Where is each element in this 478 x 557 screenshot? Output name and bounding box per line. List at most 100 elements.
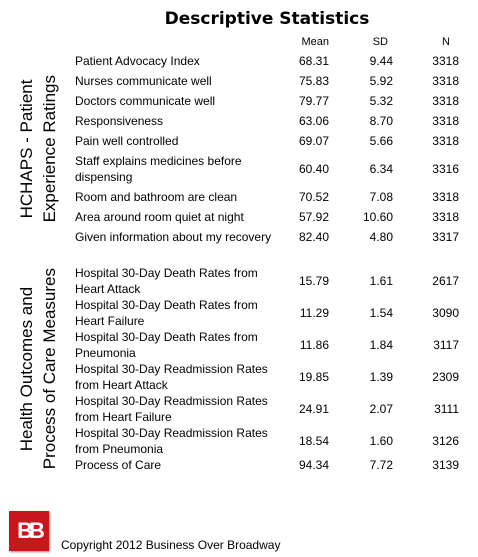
cell: 3090	[432, 306, 459, 320]
cell: 11.29	[299, 306, 329, 320]
cell: 3139	[432, 458, 459, 472]
table-row: Hospital 30-Day Death Rates from Heart F…	[75, 297, 459, 329]
cell: 57.92	[298, 210, 329, 224]
cell: 60.40	[298, 162, 329, 176]
row-label: Hospital 30-Day Death Rates from Heart A…	[75, 266, 258, 296]
table-row: Area around room quiet at night 57.92 10.6…	[75, 207, 459, 227]
cell: 10.60	[362, 210, 393, 224]
cell: 11.86	[299, 338, 329, 352]
row-label: Pain well controlled	[75, 134, 179, 148]
rows: Hospital 30-Day Death Rates from Heart A…	[75, 265, 459, 473]
cell: 1.39	[369, 370, 393, 384]
footer: Copyright 2012 Business Over Broadway	[61, 538, 281, 552]
logo: BB	[9, 511, 49, 551]
table-row: Process of Care 94.34 7.72 3139	[75, 457, 459, 473]
cell: 3117	[433, 338, 459, 352]
row-label: Nurses communicate well	[75, 74, 212, 88]
table-row: Doctors communicate well 79.77 5.32 3318	[75, 91, 459, 111]
cell: 3126	[432, 434, 459, 448]
cell: 2617	[432, 274, 459, 288]
rows: Patient Advocacy Index 68.31 9.44 3318 Nurse…	[75, 51, 459, 247]
cell: 69.07	[298, 134, 329, 148]
row-label: Hospital 30-Day Readmission Rates from H…	[75, 394, 268, 424]
cell: 3318	[432, 210, 459, 224]
cell: 79.77	[298, 94, 329, 108]
table-row: Hospital 30-Day Readmission Rates from H…	[75, 361, 459, 393]
row-label: Hospital 30-Day Readmission Rates from H…	[75, 362, 268, 392]
cell: 82.40	[298, 230, 329, 244]
cell: 7.72	[369, 458, 393, 472]
group-label-line: Health Outcomes and	[16, 286, 36, 452]
group-label-text: Health Outcomes and Process of Care Measu…	[15, 268, 61, 469]
cell: 3318	[432, 54, 459, 68]
cell: 5.66	[369, 134, 393, 148]
cell: 15.79	[298, 274, 329, 288]
cell: 19.85	[298, 370, 329, 384]
cell: 3317	[432, 230, 459, 244]
cell: 70.52	[298, 190, 329, 204]
table-row: Hospital 30-Day Readmission Rates from H…	[75, 393, 459, 425]
table-row: Pain well controlled 69.07 5.66 3318	[75, 131, 459, 151]
row-label: Staff explains medicines before dispensi…	[75, 154, 242, 184]
table-row: Nurses communicate well 75.83 5.92 3318	[75, 71, 459, 91]
cell: 1.84	[369, 338, 393, 352]
table-row: Room and bathroom are clean 70.52 7.08 3318	[75, 187, 459, 207]
row-label: Doctors communicate well	[75, 94, 216, 108]
cell: 3316	[432, 162, 459, 176]
row-label: Room and bathroom are clean	[75, 190, 238, 204]
row-label: Patient Advocacy Index	[75, 54, 200, 68]
cell: 6.34	[369, 162, 393, 176]
table-row: Responsiveness 63.06 8.70 3318	[75, 111, 459, 131]
cell: 3318	[432, 134, 459, 148]
table-row: Hospital 30-Day Death Rates from Heart A…	[75, 265, 459, 297]
group-label-line: Experience Ratings	[39, 75, 59, 223]
cell: 1.54	[369, 306, 393, 320]
cell: 5.92	[369, 74, 393, 88]
row-label: Given information about my recovery	[75, 230, 272, 244]
cell: 68.31	[298, 54, 329, 68]
cell: 2.07	[369, 402, 393, 416]
cell: 3318	[432, 74, 459, 88]
cell: 1.60	[369, 434, 393, 448]
cell: 94.34	[298, 458, 329, 472]
title: Descriptive Statistics	[164, 9, 370, 29]
cell: 7.08	[369, 190, 393, 204]
cell: 9.44	[369, 54, 393, 68]
row-label: Area around room quiet at night	[75, 210, 244, 224]
cell: 3318	[432, 114, 459, 128]
cell: 63.06	[298, 114, 329, 128]
row-group: HCHAPS - Patient Experience Ratings Patien…	[0, 51, 478, 247]
row-label: Process of Care	[75, 458, 162, 472]
group-label-line: Process of Care Measures	[39, 268, 59, 470]
group-label: Health Outcomes and Process of Care Measu…	[0, 265, 75, 473]
column-headers: Mean SD N	[290, 36, 459, 48]
group-label-text: HCHAPS - Patient Experience Ratings	[15, 75, 61, 222]
row-label: Hospital 30-Day Readmission Rates from P…	[75, 426, 268, 456]
group-label: HCHAPS - Patient Experience Ratings	[0, 51, 75, 247]
cell: 1.61	[369, 274, 393, 288]
cell: 75.83	[298, 74, 329, 88]
cell: 8.70	[369, 114, 393, 128]
table-row: Given information about my recovery 82.40…	[75, 227, 459, 247]
column-header: SD	[372, 36, 388, 48]
cell: 3111	[434, 402, 459, 416]
cell: 5.32	[369, 94, 393, 108]
column-header: N	[442, 36, 450, 48]
row-label: Responsiveness	[75, 114, 164, 128]
cell: 18.54	[298, 434, 329, 448]
group-label-line: HCHAPS - Patient	[16, 79, 36, 219]
cell: 3318	[432, 190, 459, 204]
row-label: Hospital 30-Day Death Rates from Pneumon…	[75, 330, 258, 360]
cell: 4.80	[369, 230, 393, 244]
column-header: Mean	[301, 36, 329, 48]
table-row: Hospital 30-Day Death Rates from Pneumon…	[75, 329, 459, 361]
cell: 24.91	[298, 402, 329, 416]
table-row: Patient Advocacy Index 68.31 9.44 3318	[75, 51, 459, 71]
cell: 2309	[432, 370, 459, 384]
table-row: Hospital 30-Day Readmission Rates from P…	[75, 425, 459, 457]
row-label: Hospital 30-Day Death Rates from Heart F…	[75, 298, 258, 328]
cell: 3318	[432, 94, 459, 108]
row-group: Health Outcomes and Process of Care Measu…	[0, 265, 478, 473]
table-row: Staff explains medicines before dispensi…	[75, 151, 459, 187]
